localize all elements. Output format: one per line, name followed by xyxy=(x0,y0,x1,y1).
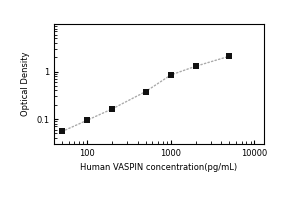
Y-axis label: Optical Density: Optical Density xyxy=(22,52,31,116)
Point xyxy=(143,90,148,93)
Point xyxy=(169,73,173,77)
X-axis label: Human VASPIN concentration(pg/mL): Human VASPIN concentration(pg/mL) xyxy=(80,163,238,172)
Point xyxy=(227,55,232,58)
Point xyxy=(110,107,115,110)
Point xyxy=(85,119,90,122)
Point xyxy=(60,130,64,133)
Point xyxy=(194,65,198,68)
